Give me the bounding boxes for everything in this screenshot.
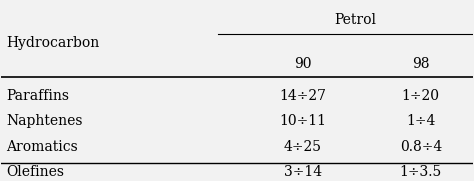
Text: 0.8÷4: 0.8÷4 <box>400 140 442 154</box>
Text: 1÷4: 1÷4 <box>406 114 436 128</box>
Text: 90: 90 <box>294 57 312 71</box>
Text: Naphtenes: Naphtenes <box>6 114 82 128</box>
Text: 1÷20: 1÷20 <box>402 89 440 103</box>
Text: Petrol: Petrol <box>334 13 376 27</box>
Text: 10÷11: 10÷11 <box>280 114 327 128</box>
Text: 14÷27: 14÷27 <box>280 89 327 103</box>
Text: 3÷14: 3÷14 <box>284 165 322 180</box>
Text: Aromatics: Aromatics <box>6 140 78 154</box>
Text: 1÷3.5: 1÷3.5 <box>400 165 442 180</box>
Text: Olefines: Olefines <box>6 165 64 180</box>
Text: Hydrocarbon: Hydrocarbon <box>6 36 100 50</box>
Text: 4÷25: 4÷25 <box>284 140 322 154</box>
Text: Paraffins: Paraffins <box>6 89 69 103</box>
Text: 98: 98 <box>412 57 429 71</box>
